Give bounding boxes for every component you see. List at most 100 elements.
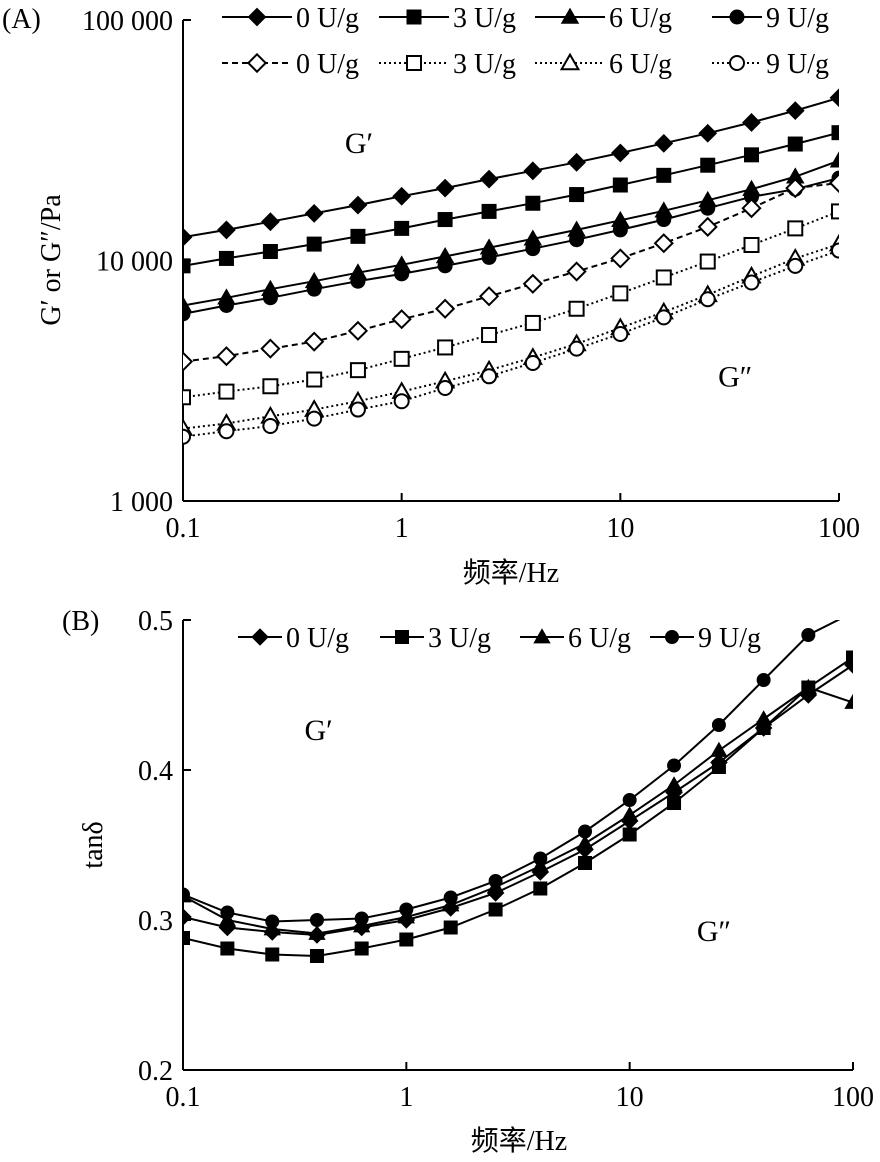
panel-a-data-point (437, 258, 453, 274)
panel-a-legend-marker (560, 7, 580, 24)
panel-b-data-point (665, 776, 683, 792)
panel-a-data-point (699, 253, 716, 270)
panel-a-series-g-3-u-g (183, 203, 839, 406)
panel-a-data-point (743, 274, 760, 291)
panel-a-x-tick-label: 10 (606, 513, 634, 544)
panel-b-data-point (533, 851, 548, 866)
panel-a-data-point (569, 232, 585, 248)
panel-a-data-point (610, 143, 630, 163)
panel-b-data-point (576, 834, 594, 850)
panel-b-data-point (710, 741, 728, 757)
panel-b-x-axis-title: 频率/Hz (471, 1125, 567, 1157)
panel-a-data-point (828, 172, 839, 194)
panel-a-y-tick-label: 10 000 (96, 247, 173, 278)
panel-b-series-tan-0-u-g (183, 656, 853, 944)
panel-a-y-tick-label: 100 000 (82, 6, 173, 37)
panel-a-data-point (437, 212, 453, 228)
panel-a-data-point (524, 314, 541, 331)
panel-b-legend-marker (665, 630, 679, 644)
panel-a-data-point (744, 147, 760, 163)
panel-a-data-point (787, 220, 804, 237)
panel-b-x-tick-label: 1 (399, 1082, 413, 1113)
panel-a-legend-label: 0 U/g (296, 49, 359, 80)
panel-b-annotation: G″ (697, 915, 731, 948)
panel-b-data-point (183, 908, 192, 926)
panel-b-y-tick-label: 0.5 (138, 606, 173, 637)
panel-b-legend-label: 6 U/g (568, 623, 631, 654)
panel-a-data-point (217, 220, 236, 240)
panel-b-legend-marker (251, 628, 269, 646)
panel-a-data-point (523, 161, 543, 181)
panel-b-data-point (399, 902, 414, 917)
panel-a-x-tick-label: 0.1 (166, 513, 201, 544)
panel-a-data-point (522, 273, 543, 294)
panel-a-label: (A) (2, 4, 41, 35)
panel-b-legend-entry: 6 U/g (520, 623, 631, 654)
panel-b-data-point (667, 758, 682, 773)
panel-a-data-point (306, 281, 322, 297)
panel-b-data-point (711, 760, 726, 774)
panel-b-data-point (622, 827, 637, 842)
panel-a-data-point (567, 152, 586, 172)
panel-a-series-g-3-u-g (183, 125, 839, 274)
panel-b-data-point (533, 881, 548, 896)
panel-b-annotations: G′ G″ (305, 714, 732, 948)
panel-b-legend-label: 9 U/g (698, 623, 761, 654)
panel-a-data-point (393, 350, 410, 367)
panel-a-data-point (183, 306, 191, 322)
panel-a-legend-entry: 9 U/g (712, 3, 829, 34)
panel-b-data-point (265, 947, 280, 962)
panel-b-legend: 0 U/g 3 U/g 6 U/g 9 U/g (238, 623, 761, 654)
panel-b-data-point (846, 650, 853, 665)
panel-b-data-point (621, 806, 639, 822)
panel-a-data-point (569, 187, 585, 203)
panel-b-data-point (801, 628, 816, 642)
panel-a-series-line (183, 249, 839, 438)
panel-a-data-point (306, 410, 323, 427)
panel-b-data-point (443, 890, 458, 905)
panel-b-data-point (399, 932, 414, 947)
panel-a-legend-entry: 3 U/g (379, 49, 516, 80)
panel-a-data-point (435, 298, 456, 319)
panel-b-data-point (667, 796, 682, 810)
panel-b-ticks: 0.1 1 10 100 0.2 0.3 0.4 0.5 (138, 606, 874, 1113)
panel-b-data-point (354, 911, 369, 926)
panel-a-data-point (612, 222, 628, 238)
panel-a-data-point (481, 203, 497, 219)
panel-a-annotation: G″ (718, 360, 752, 393)
panel-b-data-point (847, 606, 860, 619)
panel-a-legend-entry: 6 U/g (535, 49, 672, 80)
panel-a-data-point (700, 200, 716, 216)
panel-a-legend-label: 0 U/g (296, 3, 359, 34)
panel-a-data-point (610, 248, 631, 269)
panel-b-series-group (183, 606, 860, 963)
panel-a-annotations: G′ G″ (345, 127, 752, 393)
panel-a-legend-marker (559, 52, 581, 71)
panel-b-data-point (488, 874, 503, 888)
panel-a-data-point (437, 380, 454, 397)
panel-b-label: (B) (62, 606, 99, 637)
panel-a-data-point (481, 368, 498, 385)
panel-b-annotation: G′ (305, 714, 333, 747)
panel-a-data-point (262, 418, 279, 435)
panel-b-legend-marker (395, 630, 409, 644)
panel-b-data-point (488, 902, 503, 917)
panel-a-data-point (260, 338, 281, 359)
panel-a-legend-marker (406, 55, 422, 71)
panel-a-data-point (218, 383, 235, 400)
panel-b-x-tick-label: 0.1 (166, 1082, 201, 1113)
panel-a-legend-label: 9 U/g (766, 3, 829, 34)
panel-b-data-point (578, 856, 593, 870)
panel-a-series-line (183, 210, 839, 399)
panel-a-series-line (183, 177, 839, 315)
panel-a-series-line (183, 159, 839, 307)
panel-a-data-point (304, 331, 325, 352)
panel-a-data-point (829, 88, 839, 108)
panel-b-data-point (754, 710, 773, 726)
panel-a-data-point (183, 227, 193, 247)
panel-a-data-point (743, 236, 760, 253)
panel-a-data-point (699, 291, 716, 308)
panel-a-y-tick-label: 1 000 (110, 487, 173, 518)
panel-b-series-tan-9-u-g (183, 606, 860, 929)
